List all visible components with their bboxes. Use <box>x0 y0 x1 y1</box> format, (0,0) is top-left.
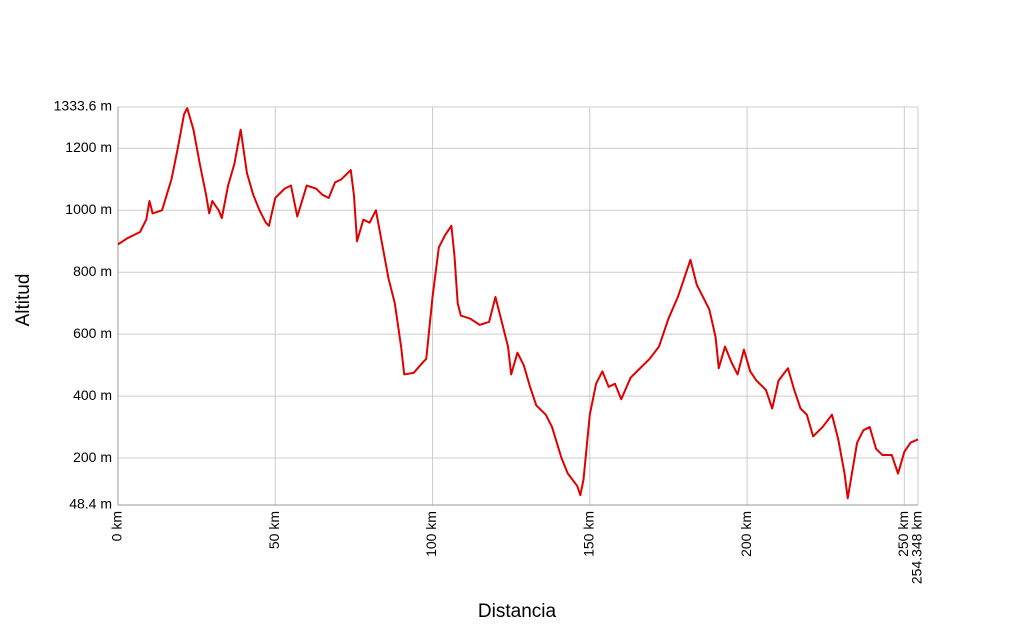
y-tick-label: 1000 m <box>65 201 112 217</box>
y-tick-label: 200 m <box>73 449 112 465</box>
x-tick-label: 250 km <box>895 511 911 557</box>
y-axis-title: Altitud <box>13 274 34 327</box>
x-tick-label: 200 km <box>738 511 754 557</box>
x-tick-label: 100 km <box>423 511 439 557</box>
y-tick-label: 400 m <box>73 387 112 403</box>
y-tick-label: 1200 m <box>65 139 112 155</box>
y-tick-label: 1333.6 m <box>54 98 112 114</box>
y-tick-label: 600 m <box>73 325 112 341</box>
x-tick-label: 50 km <box>266 511 282 549</box>
elevation-line <box>117 107 919 500</box>
y-tick-label: 800 m <box>73 263 112 279</box>
y-tick-label: 48.4 m <box>69 496 112 512</box>
x-tick-label: 254.348 km <box>909 511 925 584</box>
x-tick-label: 150 km <box>580 511 596 557</box>
x-tick-label: 0 km <box>109 511 125 541</box>
x-axis-title: Distancia <box>478 601 557 622</box>
